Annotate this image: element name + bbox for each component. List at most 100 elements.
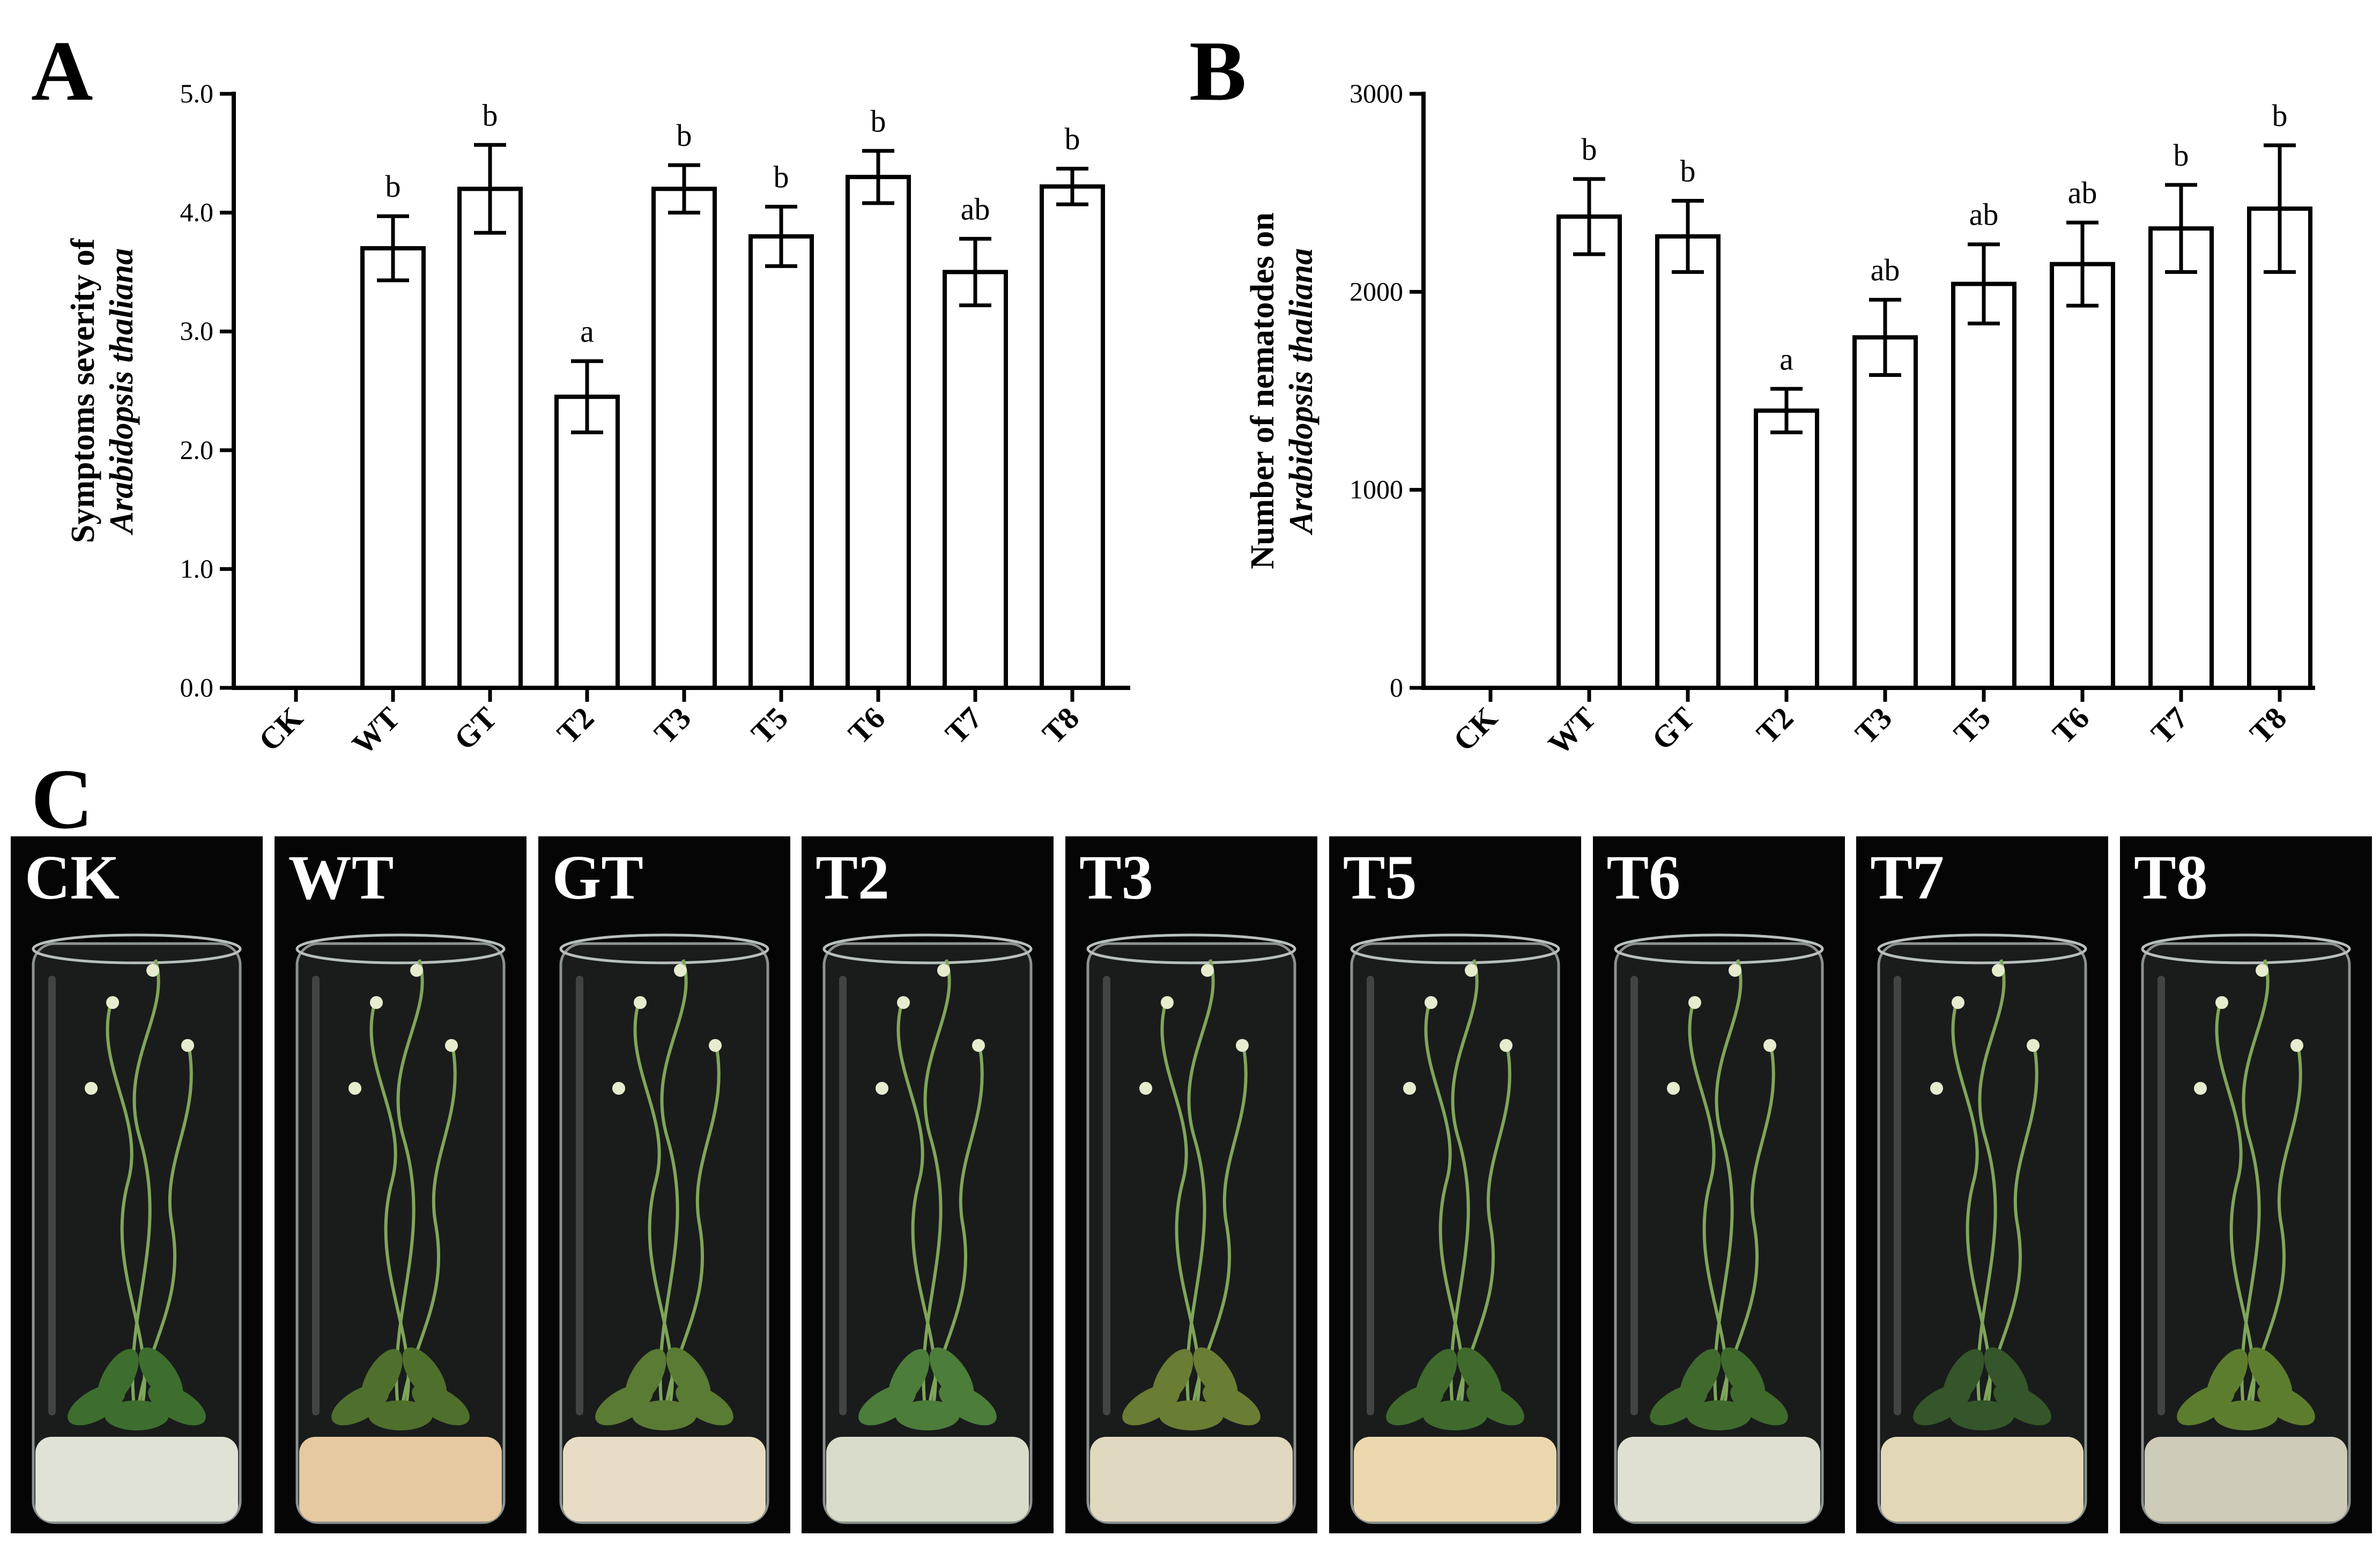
glass-highlight [1366,976,1374,1415]
plant-photo-t2: T2 [802,836,1054,1533]
glass-highlight [575,976,583,1415]
flower-cluster [708,1039,722,1052]
flower-cluster [1952,996,1965,1009]
rosette-leaf [888,1349,930,1407]
glass-highlight [1894,976,1902,1415]
flower-cluster [972,1039,985,1052]
bar-t7 [943,270,1008,690]
x-tick-label-t6: T6 [841,700,892,751]
rosette-leaf [1950,1400,2015,1430]
bar-t3 [651,187,717,690]
rosette-leaf [1422,1400,1487,1430]
x-tick-label-wt: WT [345,700,406,761]
x-tick-label-t2: T2 [1749,700,1800,751]
plant-photo-t7: T7 [1856,836,2109,1533]
x-tick-label-ck: CK [252,700,309,758]
glass-highlight [1103,976,1110,1415]
photo-label-t6: T6 [1606,842,1681,912]
significance-label-t6: b [871,103,886,138]
flower-cluster [1992,964,2005,977]
bar-gt [457,187,523,690]
x-tick-label-t8: T8 [1035,700,1086,751]
significance-label-t3: ab [1871,253,1900,287]
plant-illustration [2141,933,2351,1524]
bar-t3 [1852,335,1918,690]
x-tick-label-t5: T5 [744,700,795,751]
significance-label-t7: ab [961,191,990,226]
flower-cluster [876,1082,889,1095]
flower-cluster [1464,964,1478,977]
bar-t2 [1754,408,1819,690]
tube-rim [1086,933,1296,964]
significance-label-t5: b [774,160,789,195]
panel-label-b: B [1189,23,1247,118]
significance-label-t8: b [1065,122,1080,157]
flower-cluster [410,964,423,977]
bar-gt [1655,234,1721,691]
significance-label-t2: a [580,314,594,349]
tube-rim [559,933,769,964]
bar-t8 [1040,184,1105,690]
significance-label-t2: a [1780,342,1793,376]
x-tick-label-gt: GT [447,700,503,756]
plant-photo-wt: WT [274,836,527,1533]
x-tick-label-t2: T2 [550,700,600,751]
flower-cluster [1201,964,1214,977]
bar-t5 [748,234,814,691]
growth-medium [299,1437,502,1522]
significance-label-t8: b [2272,98,2288,133]
bar-t2 [554,395,620,690]
flower-cluster [673,964,687,977]
growth-medium [562,1437,766,1522]
plant-photo-t3: T3 [1065,836,1317,1533]
significance-label-gt: b [483,98,498,132]
panel-label-c: C [31,751,93,847]
tube-rim [2141,933,2351,964]
glass-tube [822,942,1033,1524]
growth-medium [826,1437,1029,1522]
rosette-leaf [368,1400,433,1430]
rosette-leaf [666,1347,710,1403]
significance-label-wt: b [1582,132,1597,167]
x-tick-label-t3: T3 [647,700,698,751]
x-tick-label-t3: T3 [1848,700,1899,751]
flower-cluster [1763,1039,1776,1052]
bar-t7 [2148,226,2214,690]
glass-highlight [839,976,847,1415]
significance-label-t5: ab [1969,197,1999,232]
rosette-leaf [929,1347,974,1403]
flower-cluster [1688,996,1701,1009]
rosette-leaf [1457,1347,1502,1403]
glass-highlight [312,976,320,1415]
panel-label-a: A [31,23,93,118]
y-axis-label-line2: Arabidopsis thaliana [1283,248,1319,536]
chart-a-symptom-severity: 0.0 1.0 2.0 3.0 4.0 5.0 Symptoms severity of Ar… [65,78,1130,762]
photo-label-gt: GT [552,842,644,912]
growth-medium [2145,1437,2347,1522]
tube-rim [1614,933,1823,964]
rosette-leaf [1193,1347,1238,1403]
y-tick-label: 0.0 [180,672,214,702]
rosette-leaf [1721,1347,1765,1403]
plant-photo-t8: T8 [2120,836,2372,1533]
y-tick-label: 3.0 [180,316,214,346]
plant-photo-t5: T5 [1329,836,1581,1533]
significance-label-gt: b [1680,153,1696,188]
photo-label-wt: WT [288,842,394,912]
y-tick-label: 1.0 [180,553,214,583]
bar-wt [1556,214,1622,690]
flower-cluster [2215,996,2228,1009]
photo-label-t2: T2 [815,842,889,912]
flower-cluster [1139,1082,1152,1095]
photo-label-ck: CK [25,842,120,912]
tube-rim [32,933,242,964]
flower-cluster [2027,1039,2040,1052]
rosette-leaf [2206,1349,2248,1407]
glass-tube [32,942,242,1524]
y-tick-label: 3000 [1350,78,1403,108]
y-axis-label-line1: Number of nematodes on [1244,212,1281,569]
flower-cluster [106,996,119,1009]
flower-cluster [1666,1082,1680,1095]
plant-illustration [1614,933,1823,1524]
plant-stem [131,959,160,1427]
